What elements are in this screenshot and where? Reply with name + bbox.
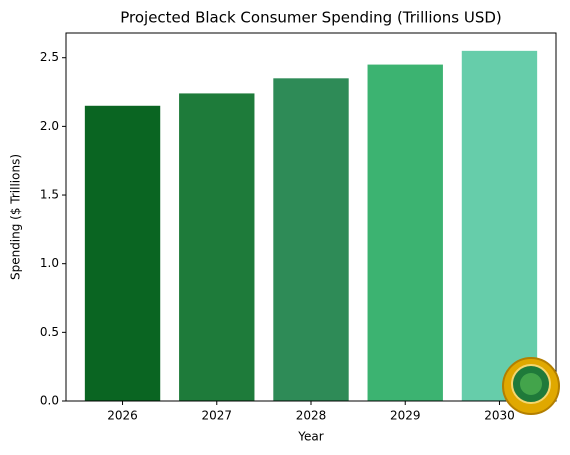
x-tick-label: 2028 bbox=[296, 409, 327, 423]
logo-badge-globe bbox=[520, 373, 542, 395]
x-axis-label: Year bbox=[297, 430, 323, 444]
x-tick-label: 2026 bbox=[107, 409, 138, 423]
x-tick-label: 2029 bbox=[390, 409, 421, 423]
y-tick-label: 0.5 bbox=[40, 325, 59, 339]
x-tick-label: 2030 bbox=[484, 409, 515, 423]
bar bbox=[367, 64, 443, 401]
bar bbox=[461, 50, 538, 402]
y-tick-label: 2.5 bbox=[40, 50, 59, 64]
x-tick-label: 2027 bbox=[201, 409, 232, 423]
y-tick-label: 2.0 bbox=[40, 119, 59, 133]
plot-frame bbox=[65, 32, 557, 402]
bar bbox=[84, 105, 161, 401]
y-tick-label: 1.5 bbox=[40, 188, 59, 202]
y-tick-label: 1.0 bbox=[40, 256, 59, 270]
y-axis-label: Spending ($ Trillions) bbox=[9, 154, 23, 280]
bar bbox=[273, 78, 349, 402]
chart-title: Projected Black Consumer Spending (Trill… bbox=[120, 9, 502, 27]
bar bbox=[179, 93, 255, 401]
y-tick-label: 0.0 bbox=[40, 394, 59, 408]
